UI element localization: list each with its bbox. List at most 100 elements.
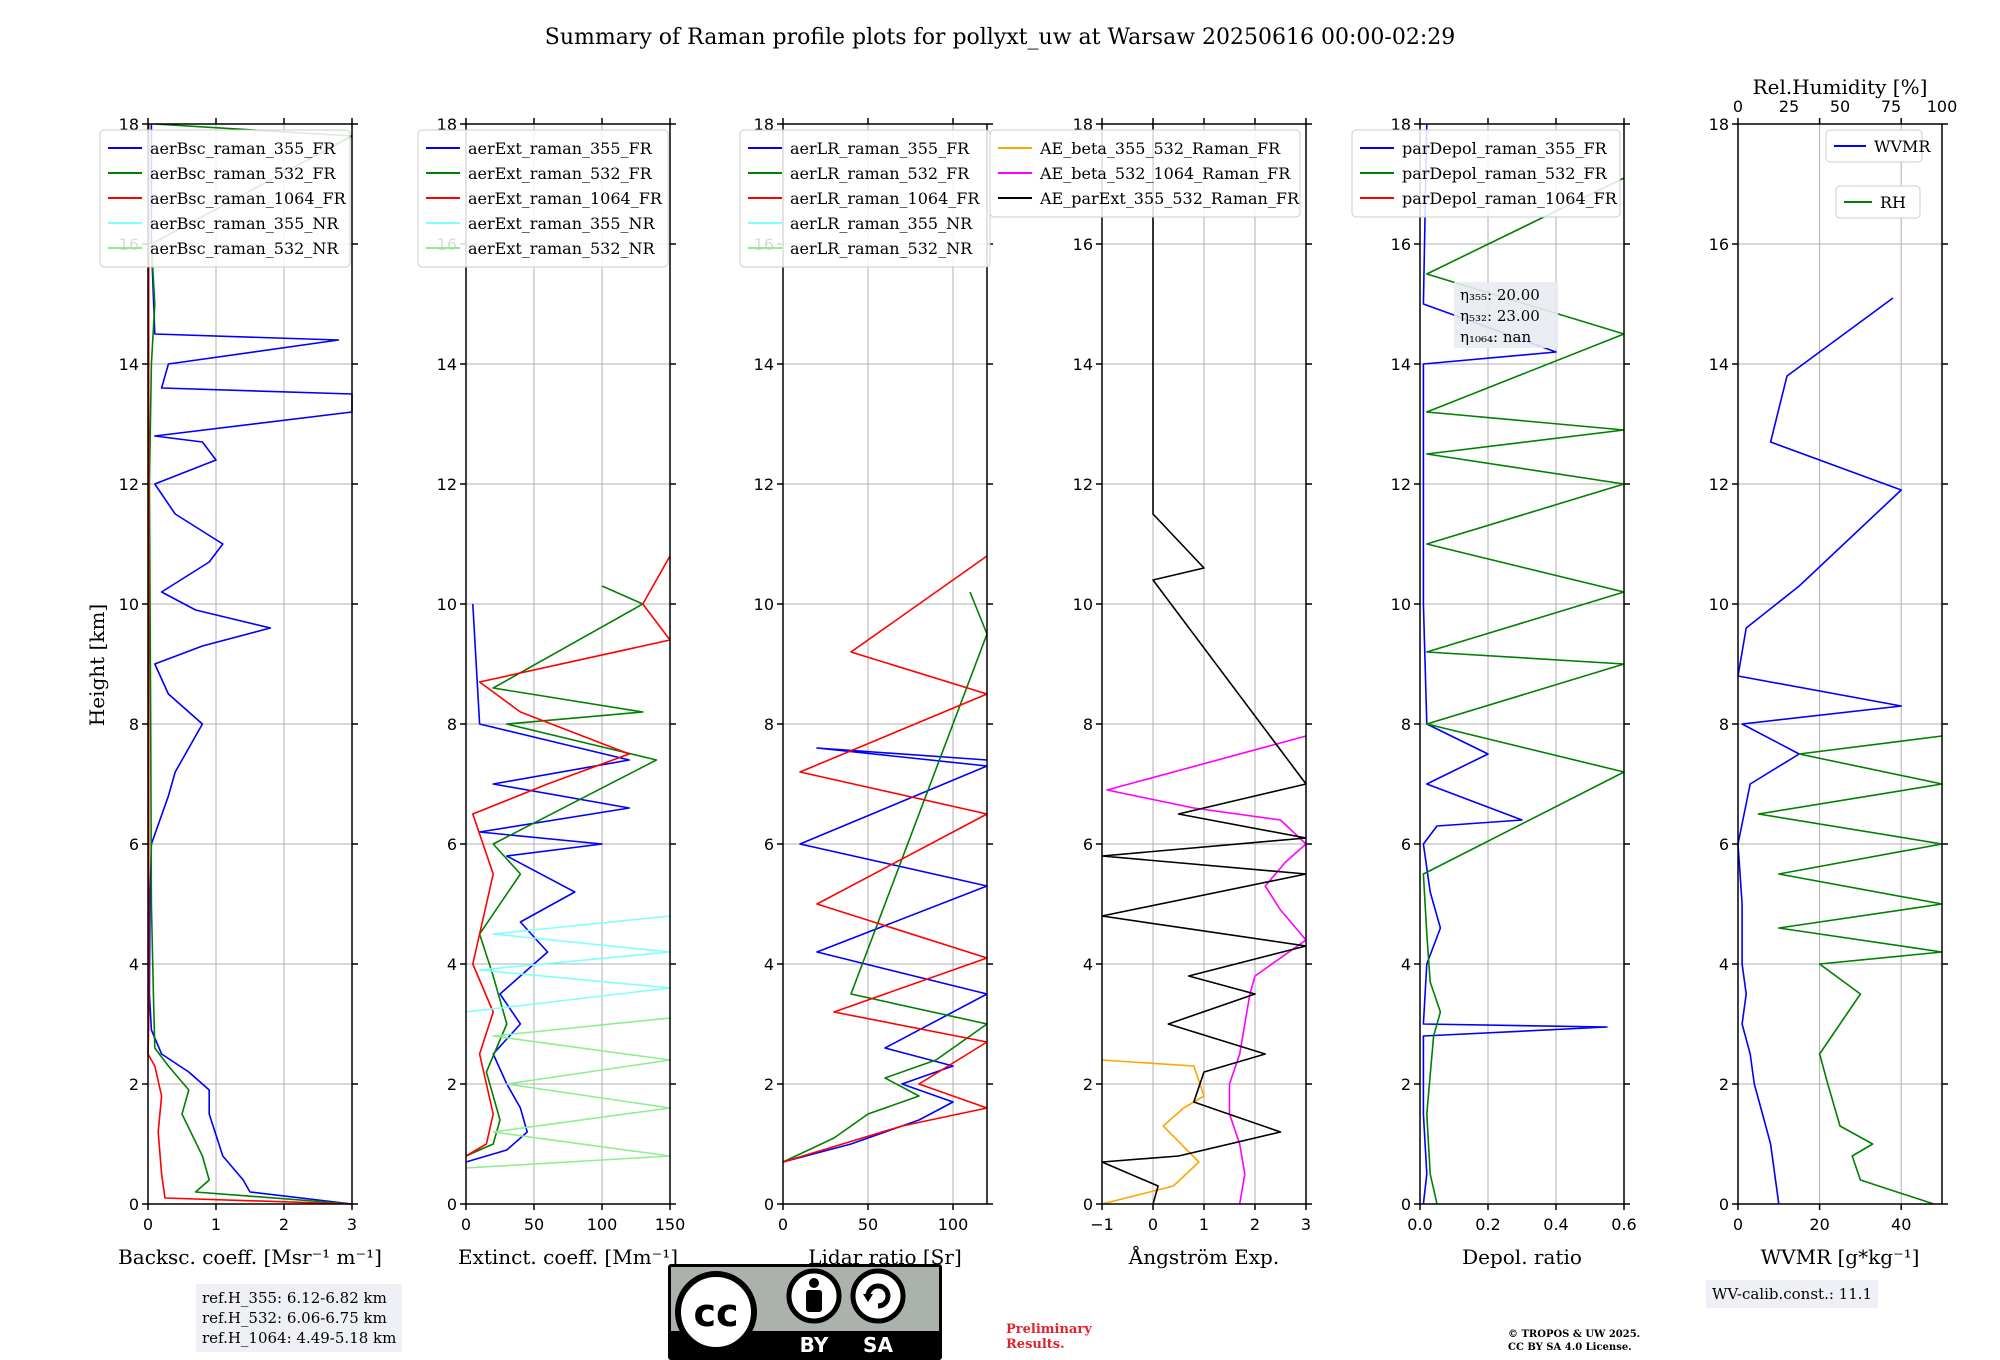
x-tick-label: 1 bbox=[1199, 1215, 1209, 1234]
plot-frame bbox=[782, 123, 988, 1205]
x-tick-label: 2 bbox=[279, 1215, 289, 1234]
panels-group: 0246810121416180123Backsc. coeff. [Msr⁻¹… bbox=[99, 75, 1958, 1269]
series-line-aerBsc_raman_355_FR bbox=[148, 124, 353, 1205]
eta-box bbox=[1454, 282, 1558, 348]
legend-label: aerLR_raman_1064_FR bbox=[790, 189, 980, 208]
legend-depol: parDepol_raman_355_FR parDepol_raman_532_… bbox=[1351, 129, 1621, 218]
preliminary-line-2: Results. bbox=[1006, 1337, 1065, 1352]
x-tick-label: 0.2 bbox=[1475, 1215, 1500, 1234]
series-line-aerExt_raman_1064_FR bbox=[465, 555, 671, 1157]
series-line-aerExt_raman_532_NR bbox=[465, 1017, 671, 1169]
y-tick-label: 2 bbox=[129, 1075, 139, 1094]
y-tick-label: 0 bbox=[129, 1195, 139, 1214]
y-tick-label: 10 bbox=[1709, 595, 1729, 614]
legend-label: parDepol_raman_1064_FR bbox=[1402, 189, 1618, 208]
legend-label: RH bbox=[1880, 193, 1906, 212]
plot-frame bbox=[147, 123, 353, 1205]
y-tick-label: 10 bbox=[1073, 595, 1093, 614]
x-axis-label: Ångström Exp. bbox=[1128, 1244, 1279, 1269]
y-tick-label: 0 bbox=[764, 1195, 774, 1214]
legend-label: aerBsc_raman_532_FR bbox=[150, 164, 336, 183]
y-tick-label: 10 bbox=[1391, 595, 1411, 614]
sa-recycle-icon bbox=[850, 1268, 906, 1324]
legend-label: parDepol_raman_532_FR bbox=[1402, 164, 1608, 183]
y-tick-label: 10 bbox=[119, 595, 139, 614]
series-line-parDepol_raman_355_FR bbox=[1422, 123, 1608, 1205]
series-line-AE_beta_532_1064_Raman_FR bbox=[1106, 735, 1307, 1205]
y-tick-label: 6 bbox=[764, 835, 774, 854]
legend-label: aerExt_raman_355_NR bbox=[468, 214, 656, 233]
legend-ext: aerExt_raman_355_FR aerExt_raman_532_FRae… bbox=[417, 129, 669, 268]
legend-label: aerExt_raman_532_NR bbox=[468, 239, 656, 258]
y-tick-label: 4 bbox=[129, 955, 139, 974]
legend-label: AE_parExt_355_532_Raman_FR bbox=[1039, 189, 1300, 208]
series-line-AE_beta_355_532_Raman_FR bbox=[1101, 1059, 1205, 1205]
top-x-axis-label: Rel.Humidity [%] bbox=[1753, 75, 1928, 99]
copyright-note: © TROPOS & UW 2025. CC BY SA 4.0 License… bbox=[1508, 1328, 1640, 1354]
wv-calib-info: WV-calib.const.: 11.1 bbox=[1706, 1280, 1879, 1308]
series-line-aerBsc_raman_1064_FR bbox=[147, 124, 353, 1205]
y-tick-label: 8 bbox=[1401, 715, 1411, 734]
plot-frame bbox=[1101, 123, 1307, 1205]
y-tick-label: 12 bbox=[1391, 475, 1411, 494]
y-tick-label: 2 bbox=[447, 1075, 457, 1094]
y-tick-label: 18 bbox=[1073, 115, 1093, 134]
y-axis-label: Height [km] bbox=[85, 604, 109, 726]
y-tick-label: 4 bbox=[1401, 955, 1411, 974]
legend-label: aerLR_raman_355_FR bbox=[790, 139, 970, 158]
legend-label: aerBsc_raman_532_NR bbox=[150, 239, 339, 258]
x-tick-label: 100 bbox=[587, 1215, 618, 1234]
y-tick-label: 4 bbox=[764, 955, 774, 974]
legend-box bbox=[1825, 129, 1923, 163]
legend-label: aerLR_raman_532_FR bbox=[790, 164, 970, 183]
ref-h-532: ref.H_532: 6.06-6.75 km bbox=[202, 1309, 387, 1327]
legend-label: parDepol_raman_355_FR bbox=[1402, 139, 1608, 158]
eta-line: η₃₅₅: 20.00 bbox=[1460, 286, 1540, 304]
series-line-aerLR_raman_1064_FR bbox=[782, 555, 988, 1163]
x-axis-label: Depol. ratio bbox=[1462, 1245, 1582, 1269]
eta-annotation: η₃₅₅: 20.00 η₅₃₂: 23.00 η₁₀₆₄: nan bbox=[1454, 282, 1558, 348]
series-line-aerExt_raman_355_NR bbox=[465, 915, 671, 1013]
y-tick-label: 14 bbox=[1073, 355, 1093, 374]
y-tick-label: 6 bbox=[447, 835, 457, 854]
panel-lr: 024681012141618050100Lidar ratio [Sr]aer… bbox=[739, 115, 993, 1269]
legend-box bbox=[417, 129, 669, 268]
y-tick-label: 12 bbox=[754, 475, 774, 494]
legend-label: aerBsc_raman_355_FR bbox=[150, 139, 336, 158]
y-tick-label: 4 bbox=[1719, 955, 1729, 974]
y-tick-label: 8 bbox=[1083, 715, 1093, 734]
plot-frame bbox=[1419, 123, 1625, 1205]
x-axis-label: Extinct. coeff. [Mm⁻¹] bbox=[458, 1245, 678, 1269]
legend-bsc: aerBsc_raman_355_FR aerBsc_raman_532_FRae… bbox=[99, 129, 351, 268]
y-tick-label: 6 bbox=[129, 835, 139, 854]
ref-h-1064: ref.H_1064: 4.49-5.18 km bbox=[202, 1329, 397, 1347]
x-tick-label: 50 bbox=[524, 1215, 544, 1234]
by-label: BY bbox=[800, 1333, 829, 1357]
eta-line: η₁₀₆₄: nan bbox=[1460, 328, 1531, 346]
x-tick-label: 2 bbox=[1250, 1215, 1260, 1234]
x-tick-label: 1 bbox=[211, 1215, 221, 1234]
x-tick-label: 40 bbox=[1891, 1215, 1911, 1234]
y-tick-label: 0 bbox=[1083, 1195, 1093, 1214]
top-x-tick-label: 100 bbox=[1927, 97, 1958, 116]
y-tick-label: 18 bbox=[119, 115, 139, 134]
y-tick-label: 18 bbox=[437, 115, 457, 134]
legend-label: aerLR_raman_532_NR bbox=[790, 239, 973, 258]
x-tick-label: 3 bbox=[347, 1215, 357, 1234]
figure-title: Summary of Raman profile plots for polly… bbox=[545, 25, 1455, 50]
x-tick-label: −1 bbox=[1090, 1215, 1114, 1234]
series-line-aerBsc_raman_532_FR bbox=[148, 123, 353, 1205]
y-tick-label: 10 bbox=[437, 595, 457, 614]
preliminary-line-1: Preliminary bbox=[1006, 1322, 1092, 1337]
x-tick-label: 3 bbox=[1301, 1215, 1311, 1234]
panel-bsc: 0246810121416180123Backsc. coeff. [Msr⁻¹… bbox=[99, 115, 382, 1269]
legend-label: AE_beta_532_1064_Raman_FR bbox=[1039, 164, 1291, 183]
eta-line: η₅₃₂: 23.00 bbox=[1460, 307, 1540, 325]
y-tick-label: 4 bbox=[447, 955, 457, 974]
y-tick-label: 4 bbox=[1083, 955, 1093, 974]
x-tick-label: 20 bbox=[1809, 1215, 1829, 1234]
cc-logo-icon bbox=[675, 1271, 757, 1353]
